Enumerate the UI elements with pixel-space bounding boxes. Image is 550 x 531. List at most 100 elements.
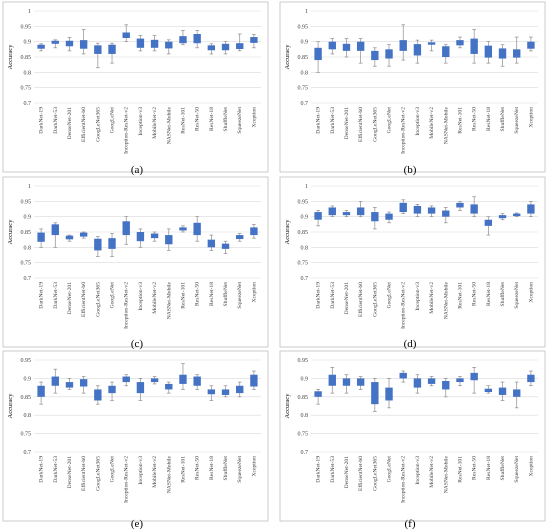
box-iqr (456, 202, 464, 208)
box-iqr (51, 376, 59, 386)
y-axis-label: Accuracy (284, 393, 291, 419)
x-tick-label: ResNet-50 (195, 282, 201, 306)
box-iqr (37, 232, 45, 242)
y-tick-label: 0.9 (301, 40, 309, 46)
x-tick-label: NASNet-Mobile (443, 106, 449, 144)
box-iqr (179, 227, 187, 231)
x-tick-label: ResNet-101 (180, 107, 186, 134)
x-tick-label: Xception (528, 456, 534, 477)
box-plot-4 (356, 376, 365, 390)
box-iqr (427, 378, 436, 384)
box-plot-8 (413, 374, 422, 394)
box-iqr (51, 40, 59, 44)
box-plot-7 (399, 370, 407, 383)
box-iqr (65, 235, 74, 240)
box-iqr (456, 40, 464, 46)
x-tick-label: NASNet-Mobile (443, 455, 449, 493)
box-plot-9 (150, 376, 159, 385)
box-plot-3 (65, 37, 74, 52)
box-iqr (165, 383, 173, 390)
box-iqr (108, 238, 116, 249)
box-plot-2 (51, 39, 59, 49)
x-tick-label: ResNet-50 (472, 456, 478, 480)
box-iqr (385, 213, 393, 220)
box-plot-1 (37, 381, 45, 405)
box-plot-16 (527, 200, 535, 218)
box-iqr (65, 382, 74, 388)
x-tick-label: ResNet-50 (472, 107, 478, 131)
box-iqr (165, 235, 173, 245)
box-iqr (122, 32, 130, 38)
x-tick-label: DarkNet-53 (53, 456, 59, 483)
box-iqr (399, 40, 407, 51)
box-plot-12 (193, 29, 201, 49)
box-iqr (150, 233, 159, 239)
x-tick-label: ResNet-18 (486, 456, 492, 480)
x-tick-label: Inception-v3 (415, 282, 421, 311)
box-iqr (456, 378, 464, 383)
y-tick-label: 0.9 (24, 40, 32, 46)
box-plot-14 (498, 381, 507, 401)
box-plot-8 (136, 35, 145, 52)
chart-panel: Accuracy 0.7 0.75 0.8 0.85 0.9 0.95 1 DarkNet-19… (279, 1, 546, 173)
box-iqr (37, 44, 45, 49)
box-iqr (193, 376, 201, 386)
box-plot-5 (94, 236, 102, 257)
box-iqr (122, 376, 130, 383)
box-plot-10 (165, 381, 173, 394)
box-plot-9 (427, 205, 436, 218)
box-iqr (221, 243, 230, 249)
y-tick-label: 0.8 (24, 70, 32, 76)
x-tick-label: SqueezeNet (514, 107, 520, 134)
box-plot-16 (250, 223, 258, 239)
box-plot-9 (427, 376, 436, 387)
box-iqr (193, 222, 201, 236)
x-tick-label: DenseNet-201 (67, 282, 73, 315)
box-plot-8 (136, 228, 145, 248)
box-plot-1 (314, 389, 322, 405)
y-tick-label: 1 (305, 184, 308, 190)
x-tick-label: EfficientNet-b0 (357, 282, 364, 317)
box-plot-1 (37, 43, 45, 52)
x-tick-label: ShuffleNet (222, 107, 229, 132)
box-plot-8 (413, 39, 422, 64)
box-plot-15 (513, 381, 521, 409)
x-tick-label: Xception (528, 282, 534, 303)
box-iqr (442, 210, 450, 217)
x-tick-label: GoogLeNet (387, 107, 393, 134)
box-plot-12 (193, 374, 201, 390)
box-iqr (79, 232, 88, 237)
box-plot-6 (108, 42, 116, 64)
box-iqr (513, 213, 521, 217)
box-iqr (470, 204, 478, 214)
panel-label: (b) (404, 164, 417, 176)
box-plot-1 (314, 41, 322, 73)
box-iqr (328, 41, 336, 50)
y-tick-label: 0.9 (24, 215, 32, 221)
x-tick-label: ResNet-50 (472, 282, 478, 306)
box-iqr (442, 46, 450, 57)
x-tick-label: DarkNet-53 (330, 107, 336, 134)
x-tick-label: GoogLeNet365 (372, 456, 378, 491)
x-tick-label: ShuffleNet (499, 107, 506, 132)
box-plot-14 (221, 240, 230, 254)
box-iqr (94, 45, 102, 54)
box-plot-2 (328, 367, 336, 394)
x-tick-label: ResNet-101 (180, 456, 186, 483)
x-tick-label: ResNet-18 (486, 282, 492, 306)
box-plot-2 (51, 368, 59, 394)
x-tick-label: DarkNet-19 (39, 282, 45, 309)
box-plot-3 (65, 378, 74, 390)
x-tick-label: ResNet-101 (457, 456, 463, 483)
box-iqr (207, 239, 216, 248)
y-tick-label: 0.7 (24, 450, 32, 456)
x-tick-label: Inception-ResNet-v2 (124, 282, 130, 329)
box-iqr (250, 227, 258, 236)
x-tick-label: DarkNet-19 (316, 282, 322, 309)
box-iqr (150, 39, 159, 48)
x-tick-label: GoogLeNet365 (95, 282, 101, 317)
y-tick-label: 0.75 (298, 261, 309, 267)
box-plot-4 (79, 376, 88, 394)
